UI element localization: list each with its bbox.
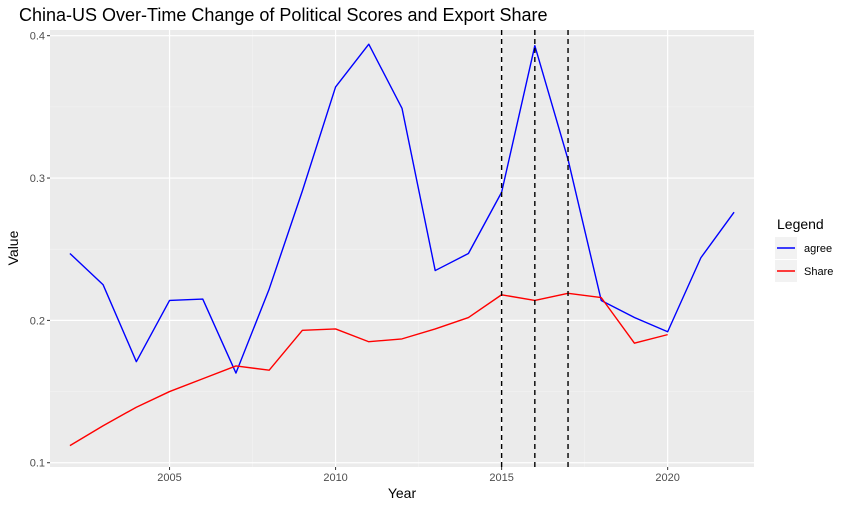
plot-panel [50, 30, 754, 467]
legend-label-share: Share [804, 266, 833, 278]
y-tick-label: 0.3 [30, 173, 45, 185]
y-tick-label: 0.1 [30, 458, 45, 470]
legend: Legend agree Share [775, 216, 833, 282]
y-axis-ticks: 0.1 0.2 0.3 0.4 [30, 31, 50, 470]
reference-vlines [500, 30, 569, 467]
legend-label-agree: agree [804, 243, 832, 255]
y-tick-label: 0.2 [30, 315, 45, 327]
series-line-agree [69, 43, 735, 374]
x-tick-label: 2005 [157, 472, 181, 484]
x-axis-ticks: 2005 2010 2015 2020 [157, 467, 680, 484]
x-tick-label: 2010 [323, 472, 347, 484]
x-tick-label: 2015 [489, 472, 513, 484]
x-tick-label: 2020 [655, 472, 679, 484]
legend-title: Legend [777, 216, 824, 232]
x-axis-title: Year [388, 485, 417, 501]
y-axis-title: Value [5, 230, 21, 265]
y-tick-label: 0.4 [30, 31, 45, 43]
chart-title: China-US Over-Time Change of Political S… [19, 5, 548, 25]
